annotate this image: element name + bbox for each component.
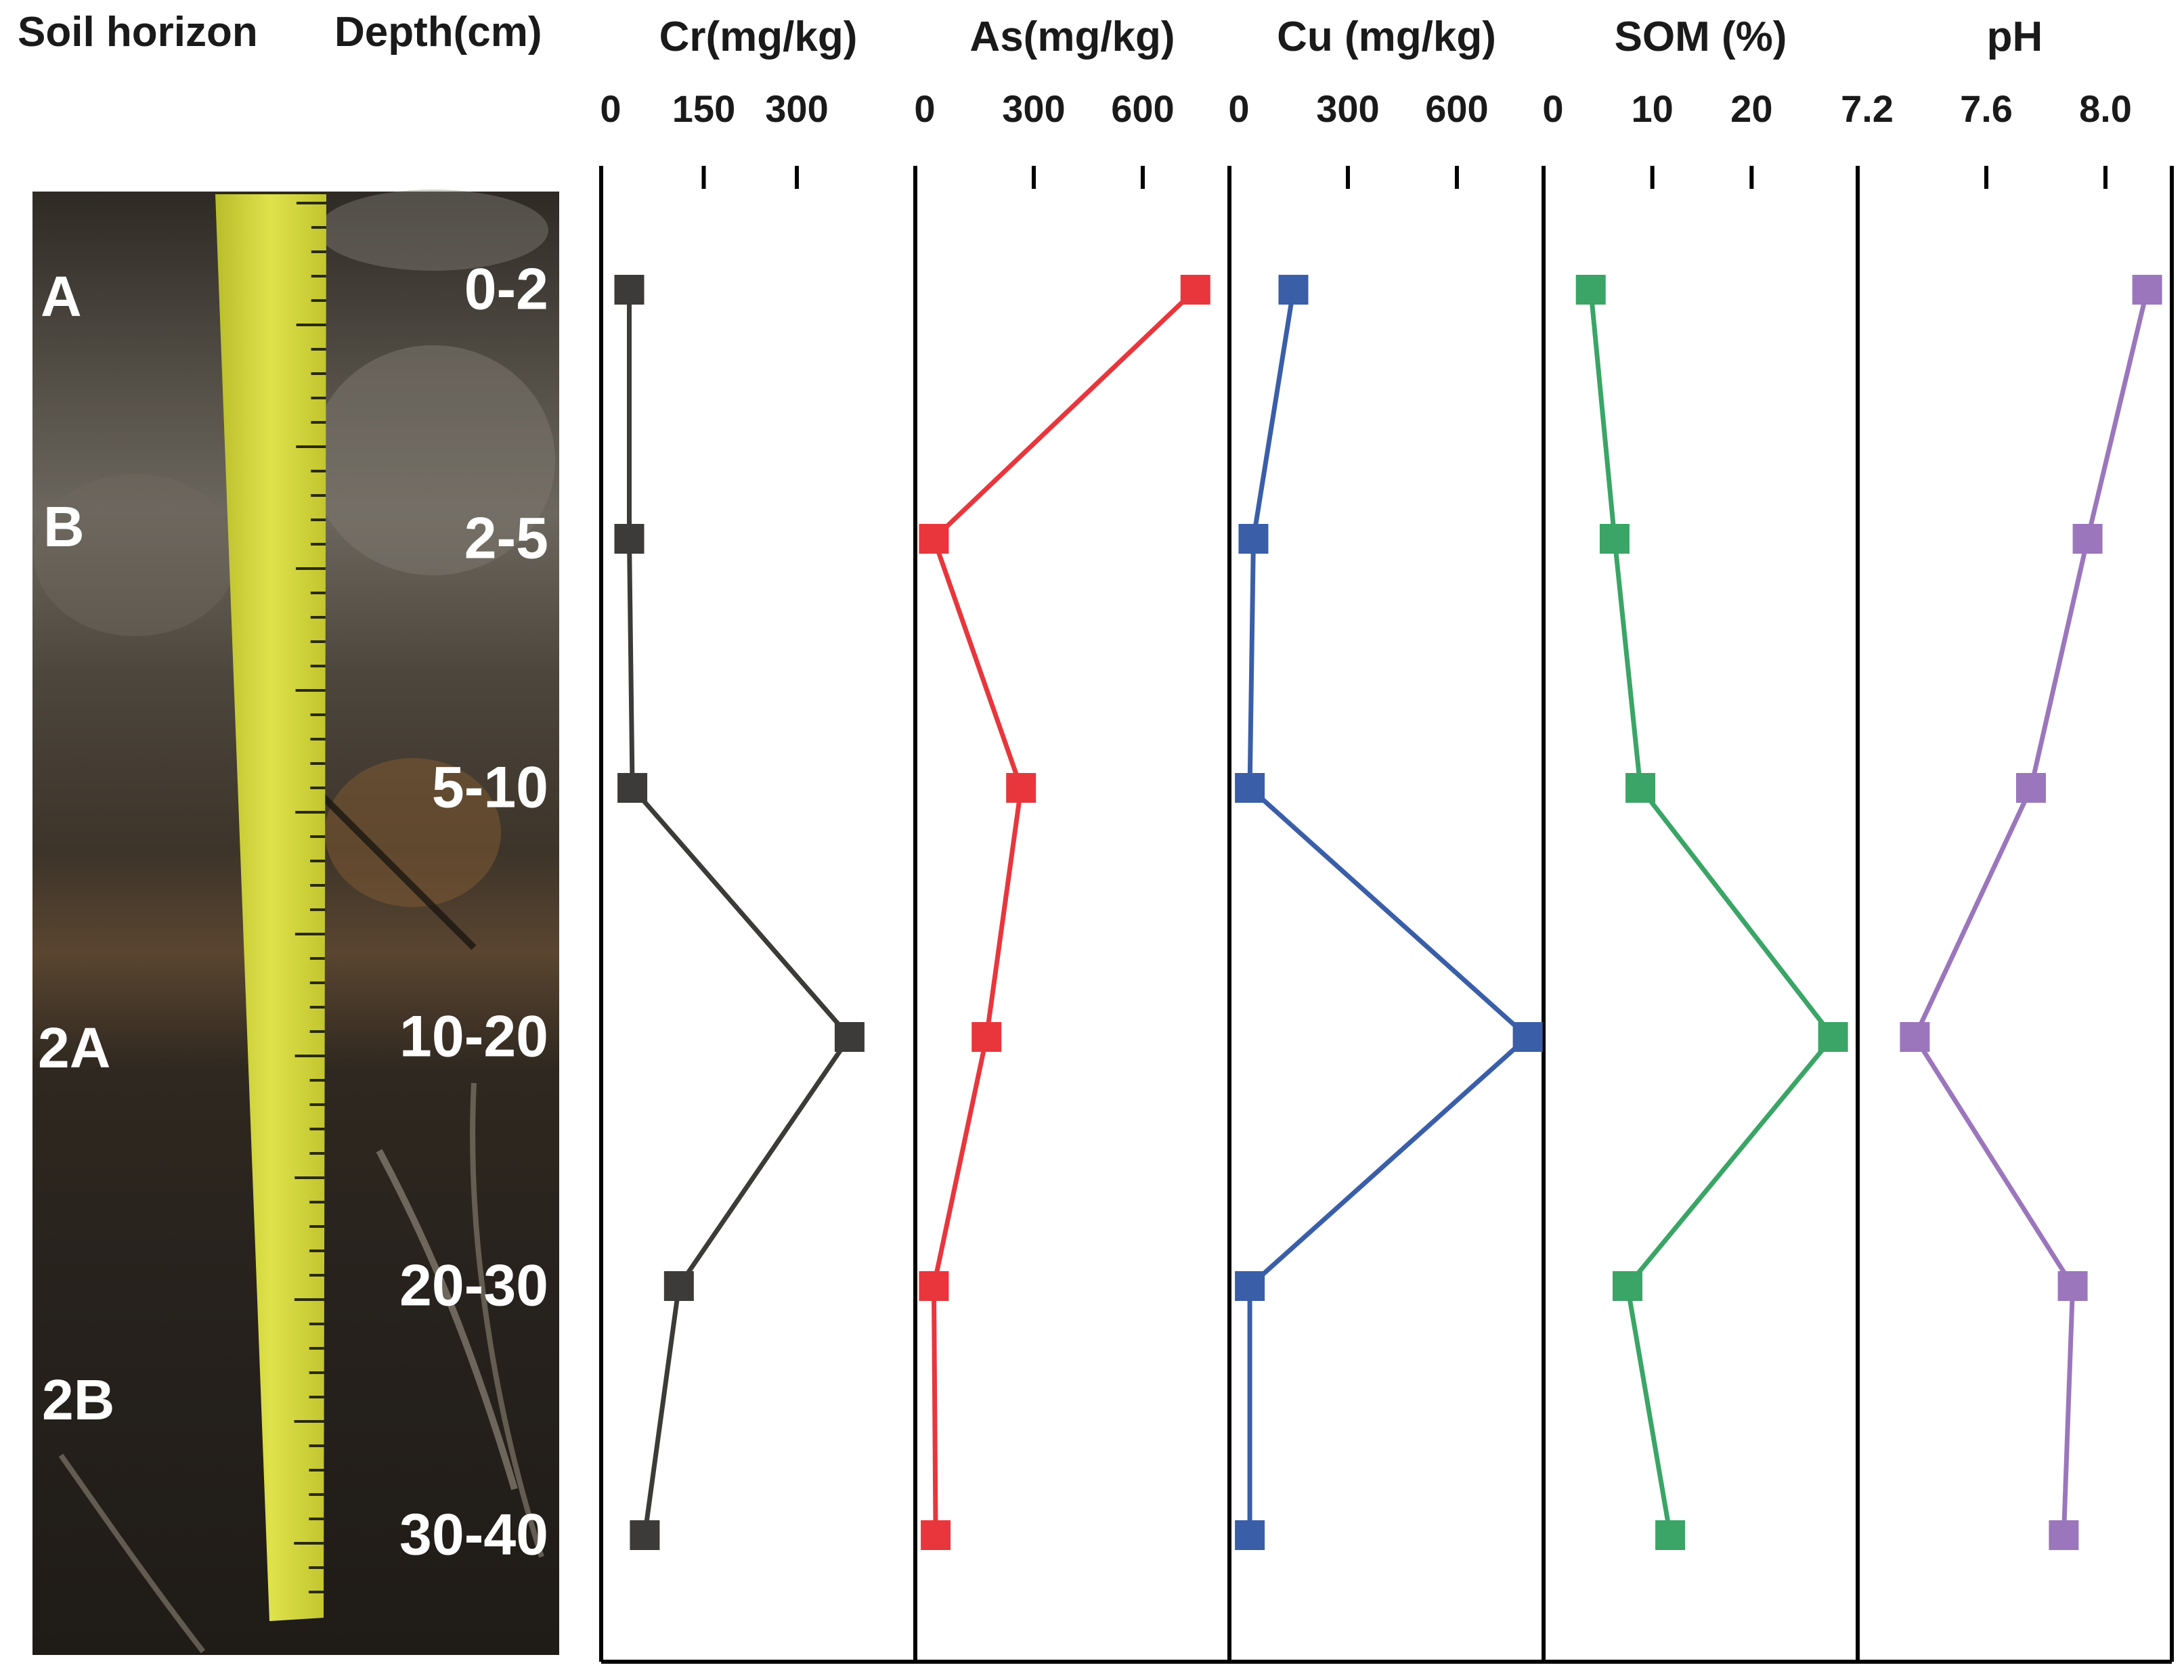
data-point-cu	[1512, 1022, 1543, 1052]
depth-label: 0-2	[464, 257, 548, 322]
tick-label-cu: 300	[1316, 87, 1379, 130]
data-point-cu	[1238, 524, 1269, 554]
data-point-as	[971, 1022, 1002, 1052]
tick-label-ph: 7.2	[1841, 87, 1894, 130]
measuring-tape	[215, 194, 326, 1621]
horizon-label-2a: 2A	[38, 1016, 111, 1080]
series-line-cu	[1247, 289, 1531, 1535]
data-point-cr	[834, 1022, 865, 1052]
data-point-som	[1625, 773, 1656, 803]
data-point-som	[1599, 524, 1630, 554]
tick-label-som: 0	[1542, 87, 1563, 130]
series-line-ph	[1912, 289, 2150, 1536]
tick-label-cr: 150	[672, 87, 735, 130]
panel-title-cu: Cu (mg/kg)	[1277, 14, 1496, 60]
data-point-cu	[1235, 773, 1265, 803]
tick-label-cr: 300	[765, 87, 828, 130]
series-line-som	[1588, 289, 1836, 1536]
series-line-cr	[627, 290, 852, 1536]
panel-title-ph: pH	[1987, 14, 2043, 60]
depth-label: 10-20	[399, 1004, 548, 1069]
depth-label: 20-30	[399, 1253, 548, 1319]
tick-label-cr: 0	[600, 87, 621, 130]
data-point-cu	[1278, 275, 1309, 305]
data-point-cu	[1235, 1520, 1265, 1550]
depth-label: 2-5	[464, 506, 548, 571]
data-point-ph	[2016, 773, 2046, 803]
horizon-label-b: B	[43, 495, 85, 558]
soil-profile-photo	[32, 190, 559, 1655]
tick-label-cu: 600	[1425, 87, 1488, 130]
tick-label-ph: 7.6	[1960, 87, 2013, 130]
data-point-ph	[1900, 1022, 1930, 1052]
depth-header: Depth(cm)	[334, 9, 542, 56]
data-point-ph	[2049, 1520, 2079, 1550]
tick-label-as: 0	[914, 87, 935, 130]
data-point-cr	[614, 524, 645, 554]
data-point-as	[1180, 275, 1210, 305]
data-point-cr	[663, 1271, 694, 1301]
tick-label-as: 300	[1002, 87, 1065, 130]
panel-title-as: As(mg/kg)	[969, 14, 1175, 60]
data-point-som	[1655, 1520, 1686, 1550]
depth-label: 5-10	[431, 755, 548, 820]
tick-label-som: 20	[1730, 87, 1772, 130]
tick-label-cu: 0	[1228, 87, 1249, 130]
data-point-as	[919, 1271, 949, 1301]
data-point-as	[1006, 773, 1036, 803]
soil-horizon-header: Soil horizon	[18, 9, 258, 56]
tick-label-ph: 8.0	[2079, 87, 2132, 130]
tick-label-som: 10	[1632, 87, 1674, 130]
data-point-ph	[2072, 524, 2103, 554]
panel-title-cr: Cr(mg/kg)	[659, 14, 858, 60]
depth-label: 30-40	[399, 1502, 548, 1568]
data-point-ph	[2057, 1271, 2088, 1301]
tick-label-as: 600	[1111, 87, 1174, 130]
data-point-as	[919, 524, 949, 554]
panel-title-som: SOM (%)	[1615, 14, 1787, 60]
data-point-som	[1575, 275, 1606, 305]
data-point-cr	[614, 275, 645, 305]
horizon-label-2b: 2B	[42, 1368, 115, 1432]
data-point-as	[921, 1520, 951, 1550]
data-point-ph	[2132, 275, 2162, 305]
data-point-cu	[1235, 1271, 1265, 1301]
data-point-som	[1613, 1271, 1642, 1301]
data-point-som	[1818, 1022, 1848, 1052]
data-point-cr	[617, 773, 648, 803]
horizon-label-a: A	[41, 265, 82, 328]
data-point-cr	[630, 1520, 660, 1550]
series-line-as	[931, 288, 1198, 1536]
